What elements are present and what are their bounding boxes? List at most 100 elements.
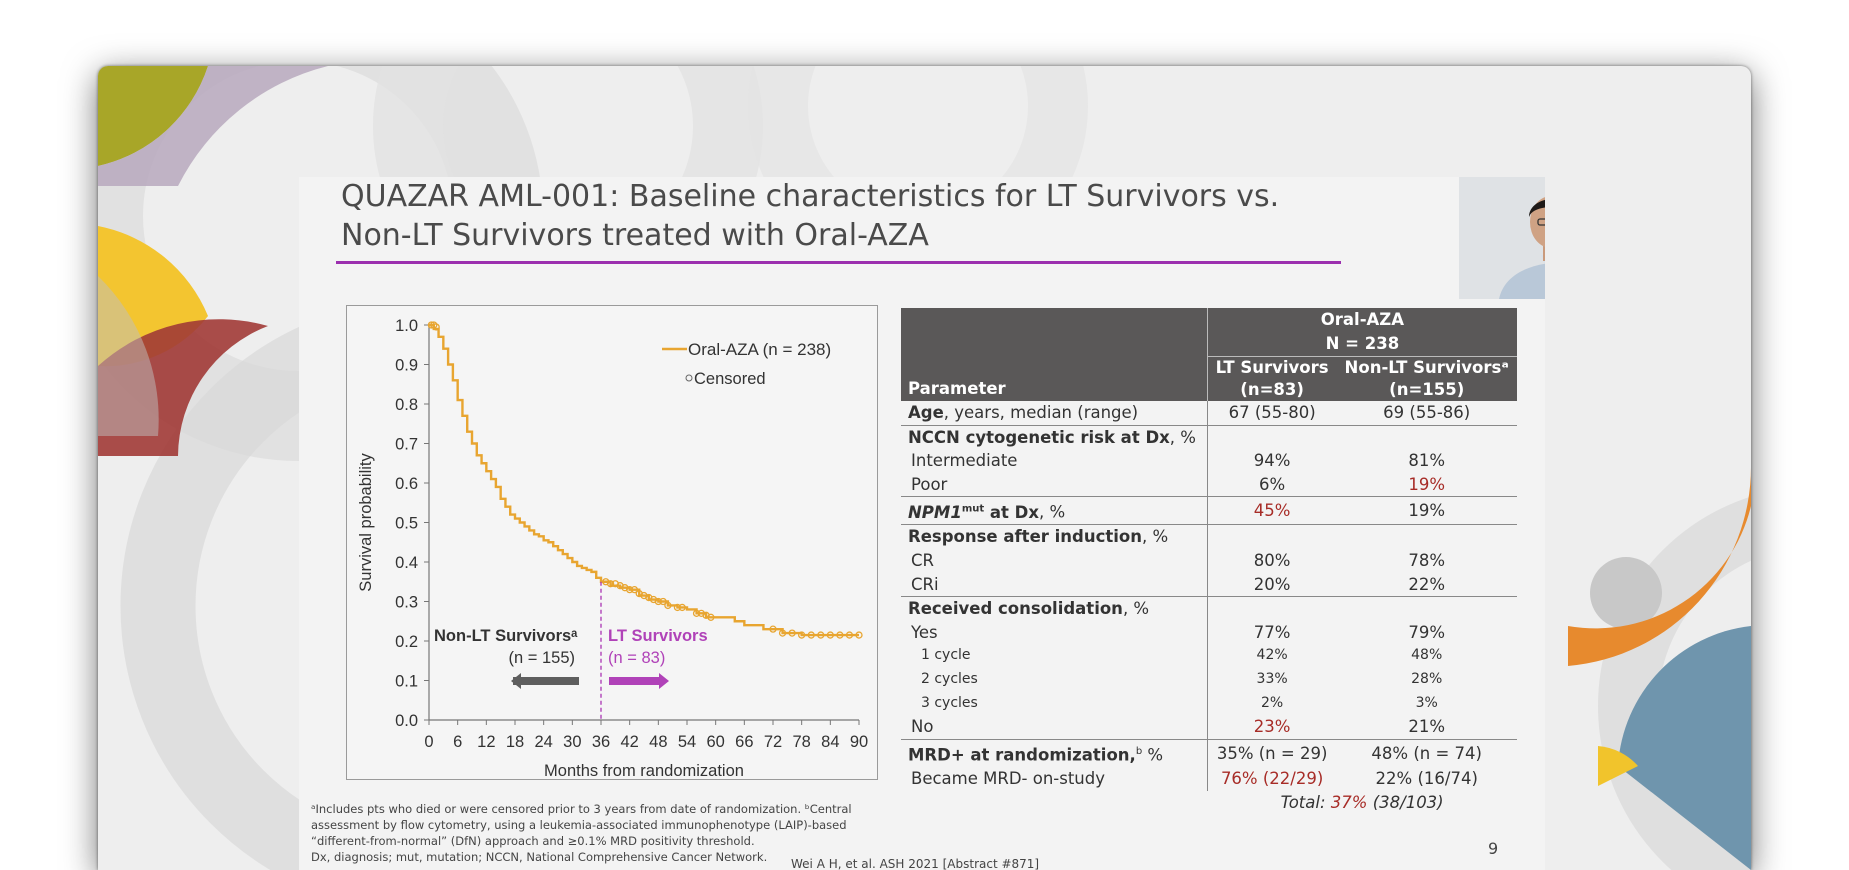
censored-mark: [664, 601, 672, 610]
header-group-line1: Oral-AZA: [1320, 310, 1405, 329]
cell-lt: 42%: [1206, 644, 1337, 669]
censored-mark: [432, 323, 440, 331]
censored-mark: [678, 603, 686, 612]
cell-nonlt: 3%: [1415, 694, 1438, 711]
censored-mark: [659, 597, 667, 606]
non-lt-arrow-shaft: [513, 677, 579, 685]
row-label-bold: NCCN cytogenetic risk at Dx: [908, 427, 1170, 447]
censored-mark: [692, 609, 701, 618]
table-row: 2 cycles 33% 28%: [901, 668, 1517, 692]
row-label: CR: [911, 551, 934, 571]
header-parameter: Parameter: [901, 308, 1208, 401]
table-row: Poor 6% 19%: [901, 472, 1517, 497]
x-tick-label: 72: [764, 733, 782, 751]
x-tick-label: 78: [792, 733, 810, 751]
x-tick-label: 24: [534, 733, 552, 751]
row-label: NPM1mut at Dx, %: [901, 496, 1208, 525]
row-label-rest: , years, median (range): [943, 403, 1139, 422]
row-label-bold: MRD+ at randomization,: [908, 745, 1136, 765]
censored-mark: [817, 631, 825, 639]
table-row: Yes 77% 79%: [901, 620, 1517, 645]
cell-nonlt: 19%: [1336, 496, 1517, 525]
table-row: CR 80% 78%: [901, 549, 1517, 573]
cell-lt: 20%: [1206, 572, 1337, 597]
x-tick-label: 66: [735, 733, 753, 751]
row-label: MRD+ at randomization,b %: [901, 738, 1208, 767]
non-lt-arrow-head: [511, 673, 521, 689]
y-tick-label: 0.8: [395, 396, 418, 414]
row-label: [901, 791, 1207, 815]
lt-label: LT Survivors: [608, 627, 708, 645]
cell-lt: 45%: [1206, 496, 1337, 525]
footnote-line: ᵃIncludes pts who died or were censored …: [311, 802, 852, 816]
cell-nonlt: 21%: [1408, 717, 1446, 737]
censored-mark: [826, 631, 834, 639]
survival-curve: [429, 323, 859, 637]
cell-lt: 67 (55-80): [1206, 401, 1337, 426]
footnotes: ᵃIncludes pts who died or were censored …: [311, 801, 871, 865]
cell-nonlt: [1336, 596, 1517, 621]
cell-nonlt: 28%: [1411, 671, 1443, 688]
x-tick-label: 12: [477, 733, 495, 751]
censored-mark: [807, 631, 815, 639]
row-label-bold: Received consolidation: [908, 599, 1123, 619]
row-label: 1 cycle: [921, 647, 971, 664]
cell-lt: [1206, 596, 1337, 621]
header-lt-line1: LT Survivors: [1215, 358, 1329, 377]
table-row: Intermediate 94% 81%: [901, 449, 1517, 473]
header-nonlt-line2: (n=155): [1389, 380, 1465, 399]
presenter-silhouette-icon: [1459, 177, 1545, 299]
cell-lt: 23%: [1206, 715, 1337, 740]
x-axis-label: Months from randomization: [544, 762, 744, 779]
x-tick-label: 0: [424, 733, 433, 751]
total-prefix: Total:: [1280, 792, 1331, 812]
cell-lt: 94%: [1206, 449, 1337, 473]
row-label-italic: NPM1: [908, 502, 962, 522]
row-label-sup: mut: [961, 503, 985, 515]
row-label-rest: , %: [1169, 427, 1196, 447]
reference: Wei A H, et al. ASH 2021 [Abstract #871]: [791, 857, 1040, 870]
y-tick-label: 0.1: [395, 673, 418, 691]
censored-mark: [707, 613, 715, 621]
row-label: CRi: [911, 574, 939, 594]
row-label: Became MRD- on-study: [911, 768, 1105, 788]
row-label: 3 cycles: [921, 694, 978, 711]
row-label: Intermediate: [911, 451, 1018, 471]
cell-nonlt: 79%: [1408, 622, 1446, 642]
row-label-bold: Age: [908, 403, 944, 422]
censored-mark: [626, 585, 634, 594]
baseline-table: Parameter Oral-AZA N = 238 LT Survivors (n…: [901, 308, 1517, 814]
header-lt-line2: (n=83): [1240, 380, 1304, 399]
km-chart: 0.0 0.1 0.2 0.3 0.4 0.5 0.6 0.7 0.8 0.9 1.0 0 6 12 18 2…: [346, 305, 878, 780]
row-label: Yes: [911, 622, 938, 642]
y-tick-label: 0.7: [395, 436, 418, 454]
cell-nonlt: 19%: [1408, 474, 1446, 494]
table-row: MRD+ at randomization,b % 35% (n = 29) 4…: [901, 738, 1517, 767]
x-tick-label: 42: [620, 733, 638, 751]
cell-lt: 2%: [1206, 691, 1337, 716]
presentation-window: QUAZAR AML-001: Baseline characteristics…: [98, 66, 1751, 870]
x-tick-label: 30: [563, 733, 581, 751]
cell-nonlt: 48%: [1411, 647, 1443, 664]
censored-mark: [778, 629, 787, 637]
cell-lt: 80%: [1206, 549, 1337, 573]
censored-mark: [630, 585, 639, 594]
cell-nonlt: 78%: [1408, 551, 1446, 571]
legend-oral-aza: Oral-AZA (n = 238): [688, 340, 831, 359]
footnote-line: “different-from-normal” (DfN) approach a…: [311, 834, 755, 848]
x-tick-label: 48: [649, 733, 667, 751]
censored-mark: [654, 597, 662, 606]
cell-nonlt: 22%: [1408, 574, 1446, 594]
title-line-2: Non-LT Survivors treated with Oral-AZA: [341, 218, 929, 253]
row-label: Response after induction, %: [901, 524, 1208, 550]
presenter-video[interactable]: [1459, 177, 1545, 299]
title-line-1: QUAZAR AML-001: Baseline characteristics…: [341, 179, 1280, 214]
row-label-sup: b: [1135, 745, 1143, 757]
row-label-rest: , %: [1142, 527, 1169, 547]
y-tick-label: 0.9: [395, 357, 418, 375]
cell-nonlt: [1336, 424, 1517, 450]
y-axis-label: Survival probability: [357, 453, 375, 592]
total-cell: Total: 37% (38/103): [1207, 791, 1517, 815]
cell-lt: [1206, 424, 1337, 450]
lt-arrow-shaft: [609, 677, 663, 685]
